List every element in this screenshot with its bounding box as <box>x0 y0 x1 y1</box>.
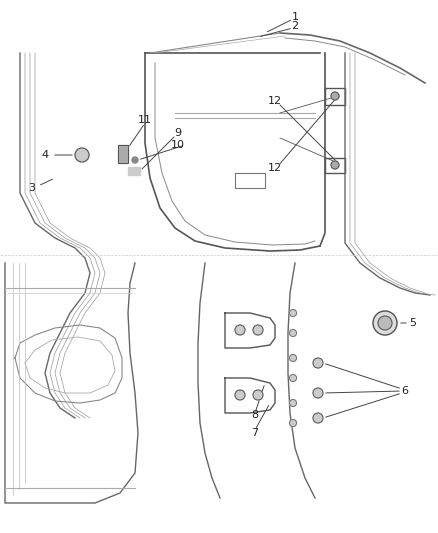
Circle shape <box>378 316 392 330</box>
Text: 9: 9 <box>174 128 182 138</box>
Text: 12: 12 <box>268 96 282 106</box>
Circle shape <box>253 325 263 335</box>
Text: 10: 10 <box>171 140 185 150</box>
Text: 4: 4 <box>42 150 49 160</box>
Circle shape <box>75 148 89 162</box>
Text: 1: 1 <box>292 12 299 22</box>
Circle shape <box>290 375 297 382</box>
Circle shape <box>373 311 397 335</box>
Circle shape <box>290 354 297 361</box>
Bar <box>128 167 140 175</box>
Circle shape <box>290 329 297 336</box>
Circle shape <box>290 419 297 426</box>
Circle shape <box>132 157 138 163</box>
Text: 6: 6 <box>402 386 409 396</box>
Text: 5: 5 <box>410 318 417 328</box>
Circle shape <box>331 161 339 169</box>
Bar <box>118 145 128 163</box>
Circle shape <box>313 388 323 398</box>
Circle shape <box>290 400 297 407</box>
Circle shape <box>235 325 245 335</box>
Circle shape <box>313 413 323 423</box>
Circle shape <box>253 390 263 400</box>
Circle shape <box>313 358 323 368</box>
Text: 3: 3 <box>28 183 35 193</box>
Circle shape <box>235 390 245 400</box>
Text: 7: 7 <box>251 428 258 438</box>
Text: 2: 2 <box>291 21 299 31</box>
Text: 12: 12 <box>268 163 282 173</box>
Bar <box>118 145 128 163</box>
Circle shape <box>290 310 297 317</box>
Text: 8: 8 <box>251 410 258 420</box>
Text: 11: 11 <box>138 115 152 125</box>
Circle shape <box>331 92 339 100</box>
